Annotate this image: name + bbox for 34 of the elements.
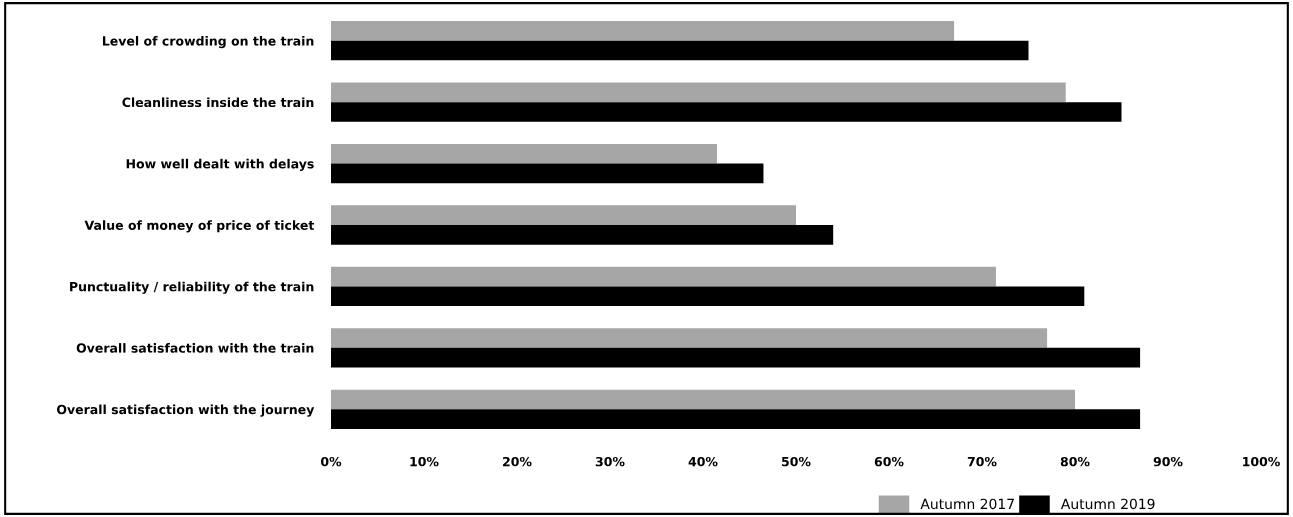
y-tick-label: Overall satisfaction with the journey: [57, 404, 315, 417]
bar: [331, 286, 1085, 307]
bar: [331, 328, 1048, 348]
x-tick-label: 80%: [1060, 456, 1090, 467]
bar: [331, 347, 1141, 368]
bar: [331, 266, 996, 287]
x-tick-label: 0%: [320, 456, 342, 467]
legend-label: Autumn 2019: [1060, 498, 1155, 510]
bar: [331, 225, 834, 245]
bar: [331, 205, 796, 225]
x-tick-label: 40%: [688, 456, 718, 467]
bar: [331, 40, 1029, 61]
y-tick-label: Level of crowding on the train: [102, 35, 314, 49]
y-tick-label: Value of money of price of ticket: [84, 220, 315, 233]
y-tick-label: Cleanliness inside the train: [122, 97, 314, 108]
x-tick-label: 90%: [1153, 456, 1183, 467]
bar: [331, 82, 1066, 103]
y-tick-label: How well dealt with delays: [126, 158, 314, 172]
x-tick-label: 60%: [874, 456, 904, 467]
legend-label: Autumn 2017: [920, 498, 1014, 510]
bar: [331, 21, 955, 41]
x-tick-label: 70%: [967, 456, 997, 467]
x-tick-label: 30%: [595, 456, 625, 467]
x-tick-label: 20%: [503, 456, 532, 467]
x-tick-label: 100%: [1243, 456, 1280, 467]
bar: [331, 143, 717, 164]
bar: [331, 389, 1075, 410]
bar: [331, 163, 764, 184]
x-tick-label: 10%: [410, 456, 439, 467]
y-tick-label: Punctuality / reliability of the train: [70, 281, 314, 294]
bar: [331, 409, 1141, 429]
y-tick-label: Overall satisfaction with the train: [76, 343, 314, 353]
x-tick-label: 50%: [782, 456, 811, 467]
bar: [331, 102, 1122, 122]
